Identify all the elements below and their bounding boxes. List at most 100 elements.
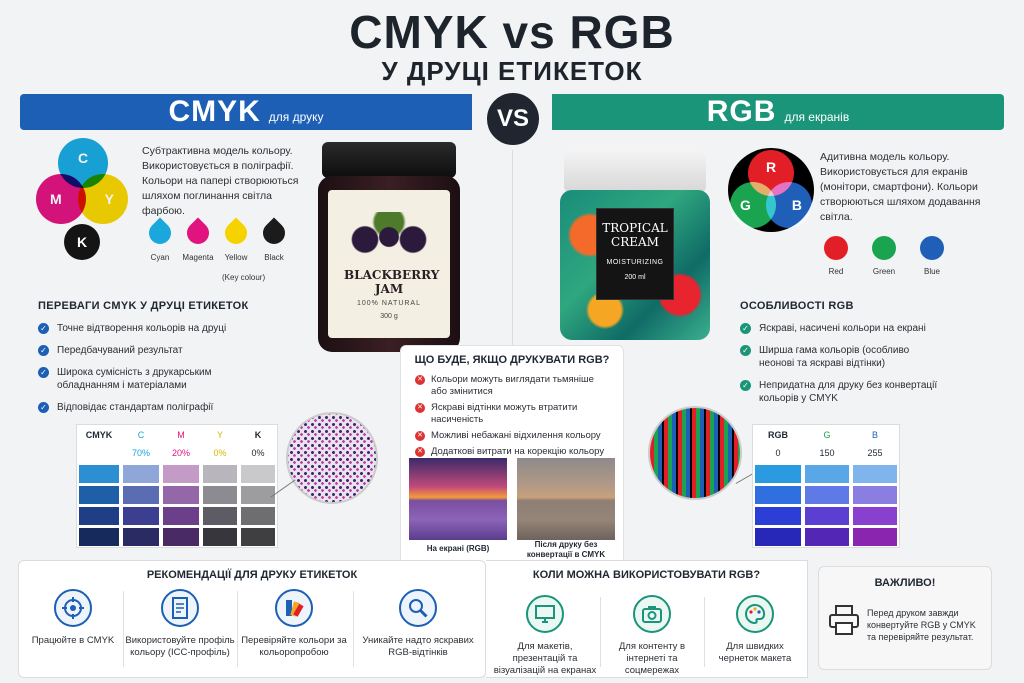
rgb-banner-note: для екранів bbox=[784, 110, 850, 124]
cmyk-benefits-title: ПЕРЕВАГИ CMYK У ДРУЦІ ЕТИКЕТОК bbox=[38, 300, 249, 312]
ink-label: Yellow bbox=[224, 253, 248, 262]
divider bbox=[123, 591, 124, 667]
rgb-features-list: ✓ Яскраві, насичені кольори на екрані ✓ Ши… bbox=[740, 322, 940, 414]
dot-label: Red bbox=[828, 267, 844, 276]
recommendations-panel: РЕКОМЕНДАЦІЇ ДЛЯ ДРУКУ ЕТИКЕТОК Працюйте… bbox=[18, 560, 486, 678]
rgb-description: Адитивна модель кольору. Використовуєтьс… bbox=[820, 151, 981, 223]
when-rgb-title: КОЛИ МОЖНА ВИКОРИСТОВУВАТИ RGB? bbox=[532, 569, 761, 581]
list-item: ✓ Ширша гама кольорів (особливо неонові т… bbox=[740, 344, 940, 370]
jar-body: TROPICAL CREAM MOISTURIZING 200 ml bbox=[560, 190, 710, 340]
color-swatch bbox=[79, 465, 119, 483]
jar-lid bbox=[564, 150, 706, 194]
color-swatch bbox=[203, 528, 237, 546]
list-item-text: Яскраві, насичені кольори на екрані bbox=[759, 323, 926, 334]
rec-item-label: Використовуйте профіль кольору (ICC-проф… bbox=[125, 635, 235, 658]
rgb-pixel-magnifier bbox=[648, 406, 742, 500]
color-swatch bbox=[805, 465, 849, 483]
page-title: CMYK vs RGB bbox=[349, 6, 675, 58]
list-item: ✕ Можливі небажані відхилення кольору bbox=[415, 430, 611, 442]
table-cell: 70% bbox=[131, 448, 150, 458]
when-item-social: Для контенту в інтернеті та соцмережах bbox=[602, 595, 702, 677]
magnifier-icon bbox=[399, 589, 437, 627]
color-swatch bbox=[123, 507, 159, 525]
color-swatch bbox=[805, 486, 849, 504]
table-cell: 0 bbox=[775, 448, 781, 458]
list-item-text: Точне відтворення кольорів на друці bbox=[57, 323, 227, 334]
check-icon: ✓ bbox=[740, 345, 751, 356]
color-swatch bbox=[203, 507, 237, 525]
table-header: M bbox=[177, 430, 185, 440]
color-swatch bbox=[79, 528, 119, 546]
when-item-drafts: Для швидких чернеток макета bbox=[706, 595, 804, 665]
color-swatch bbox=[755, 465, 801, 483]
color-swatch bbox=[853, 486, 897, 504]
black-circle: K bbox=[64, 224, 100, 260]
rgb-banner: RGB для екранів bbox=[552, 94, 1004, 130]
color-swatch bbox=[853, 507, 897, 525]
screen-rgb-image bbox=[409, 458, 507, 540]
rgb-dots: Red Green Blue bbox=[818, 236, 950, 277]
divider bbox=[704, 597, 705, 667]
center-divider bbox=[512, 150, 513, 360]
divider bbox=[237, 591, 238, 667]
ink-cyan: Cyan bbox=[142, 217, 178, 263]
ink-label: Black bbox=[264, 253, 284, 262]
drop-icon bbox=[182, 217, 214, 249]
rec-item-proof: Перевіряйте кольори за кольоропробою bbox=[239, 589, 349, 659]
color-swatch bbox=[123, 528, 159, 546]
halftone-magnifier bbox=[286, 412, 378, 504]
cmyk-description: Субтрактивна модель кольору. Використову… bbox=[142, 145, 299, 217]
rgb-table: RGB G B 0 150 255 bbox=[752, 424, 900, 548]
jar-weight: 200 ml bbox=[624, 274, 646, 281]
cmyk-table: CMYK C M Y K 70% 20% 0% 0% bbox=[76, 424, 278, 548]
color-swatch bbox=[241, 528, 275, 546]
when-rgb-panel: КОЛИ МОЖНА ВИКОРИСТОВУВАТИ RGB? Для маке… bbox=[486, 560, 808, 678]
ink-black: Black bbox=[256, 217, 292, 263]
color-swatch bbox=[241, 507, 275, 525]
divider bbox=[600, 597, 601, 667]
jar-line: MOISTURIZING bbox=[606, 259, 664, 266]
rec-item-label: Уникайте надто яскравих RGB-відтінків bbox=[362, 635, 474, 658]
list-item-text: Можливі небажані відхилення кольору bbox=[431, 430, 601, 441]
camera-icon bbox=[633, 595, 671, 633]
list-item-text: Широка сумісність з друкарським обладнан… bbox=[57, 367, 212, 391]
x-icon: ✕ bbox=[415, 403, 425, 413]
dot-label: Green bbox=[872, 267, 896, 276]
printed-image bbox=[517, 458, 615, 540]
list-item-text: Відповідає стандартам поліграфії bbox=[57, 402, 214, 413]
green-dot-icon bbox=[872, 236, 896, 260]
table-cell: 0% bbox=[213, 448, 227, 458]
table-cell: 150 bbox=[819, 448, 835, 458]
table-header: K bbox=[254, 430, 262, 440]
color-swatch bbox=[79, 486, 119, 504]
ink-magenta: Magenta bbox=[180, 217, 216, 263]
table-header: C bbox=[137, 430, 145, 440]
dot-blue: Blue bbox=[914, 236, 950, 277]
check-icon: ✓ bbox=[38, 367, 49, 378]
x-icon: ✕ bbox=[415, 431, 425, 441]
ink-label: Magenta bbox=[182, 253, 214, 262]
red-dot-icon bbox=[824, 236, 848, 260]
list-item: ✓ Відповідає стандартам поліграфії bbox=[38, 401, 248, 414]
color-swatch bbox=[163, 528, 199, 546]
color-swatch bbox=[163, 486, 199, 504]
important-title: ВАЖЛИВО! bbox=[874, 577, 936, 589]
divider bbox=[353, 591, 354, 667]
ink-yellow: Yellow bbox=[218, 217, 254, 263]
jar-label: BLACKBERRY JAM 100% NATURAL 300 g bbox=[328, 190, 450, 338]
cmyk-benefits-list: ✓ Точне відтворення кольорів на друці ✓ Пе… bbox=[38, 322, 248, 423]
cmyk-banner-note: для друку bbox=[268, 110, 324, 124]
check-icon: ✓ bbox=[38, 323, 49, 334]
color-swatch bbox=[79, 507, 119, 525]
warning-title: ЩО БУДЕ, ЯКЩО ДРУКУВАТИ RGB? bbox=[414, 354, 610, 366]
check-icon: ✓ bbox=[740, 380, 751, 391]
rgb-features-title: ОСОБЛИВОСТІ RGB bbox=[740, 300, 854, 312]
screen-image-caption: На екрані (RGB) bbox=[426, 544, 490, 553]
ink-drops: Cyan Magenta Yellow Black bbox=[142, 217, 292, 263]
list-item: ✓ Передбачуваний результат bbox=[38, 344, 248, 357]
drop-icon bbox=[144, 217, 176, 249]
list-item: ✓ Непридатна для друку без конвертації ко… bbox=[740, 379, 940, 405]
ink-label: Cyan bbox=[150, 253, 170, 262]
jar-label: TROPICAL CREAM MOISTURIZING 200 ml bbox=[596, 208, 674, 300]
rgb-print-warning-box: ЩО БУДЕ, ЯКЩО ДРУКУВАТИ RGB? ✕ Кольори мо… bbox=[400, 345, 624, 565]
